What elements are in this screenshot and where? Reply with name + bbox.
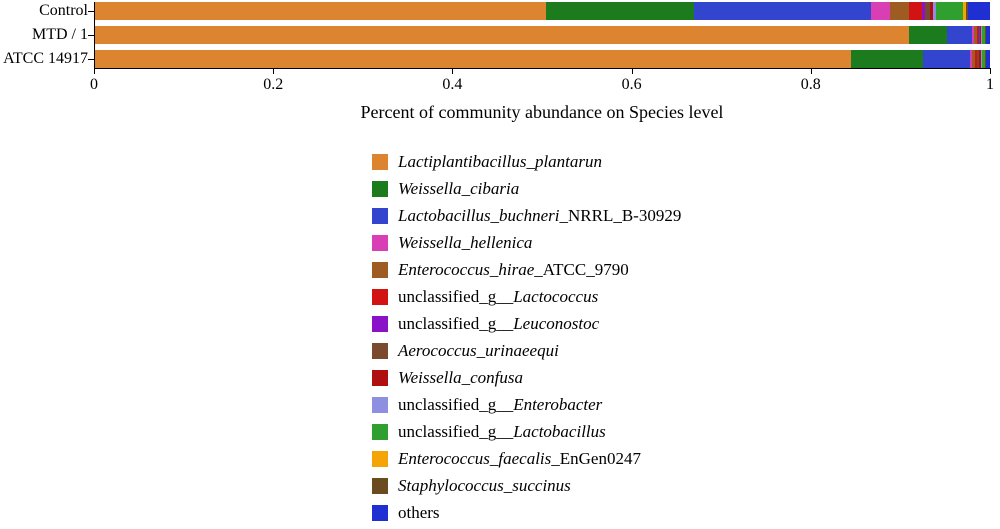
legend-swatch bbox=[372, 397, 388, 413]
x-axis-title: Percent of community abundance on Specie… bbox=[94, 102, 990, 123]
bar-segment bbox=[986, 50, 990, 68]
x-tick-label: 0.4 bbox=[442, 76, 462, 94]
legend-label: unclassified_g__Leuconostoc bbox=[398, 310, 599, 337]
legend-swatch bbox=[372, 289, 388, 305]
bar-segment bbox=[94, 26, 909, 44]
legend-label: Weissella_hellenica bbox=[398, 229, 532, 256]
legend-item: Lactiplantibacillus_plantarun bbox=[372, 148, 972, 175]
legend-label: unclassified_g__Lactococcus bbox=[398, 283, 598, 310]
legend-swatch bbox=[372, 262, 388, 278]
bar-segment bbox=[986, 26, 990, 44]
legend-label: others bbox=[398, 499, 440, 526]
bar-segment bbox=[94, 2, 546, 20]
legend-label: Aerococcus_urinaeequi bbox=[398, 337, 559, 364]
x-tick-label: 1 bbox=[986, 76, 994, 94]
legend-item: unclassified_g__Leuconostoc bbox=[372, 310, 972, 337]
legend-item: Lactobacillus_buchneri_NRRL_B-30929 bbox=[372, 202, 972, 229]
legend-item: others bbox=[372, 499, 972, 526]
bar-segment bbox=[936, 2, 963, 20]
x-tick-mark bbox=[811, 68, 812, 74]
bar-segment bbox=[890, 2, 910, 20]
stacked-bar bbox=[94, 50, 990, 68]
x-tick-label: 0.6 bbox=[622, 76, 642, 94]
legend-swatch bbox=[372, 154, 388, 170]
y-tick-label: MTD / 1 bbox=[0, 26, 88, 44]
bar-segment bbox=[694, 2, 871, 20]
x-tick-mark bbox=[273, 68, 274, 74]
x-tick-mark bbox=[452, 68, 453, 74]
bar-segment bbox=[851, 50, 923, 68]
legend-item: Weissella_confusa bbox=[372, 364, 972, 391]
legend-item: Aerococcus_urinaeequi bbox=[372, 337, 972, 364]
legend-item: Staphylococcus_succinus bbox=[372, 472, 972, 499]
legend-label: Weissella_cibaria bbox=[398, 175, 519, 202]
legend-label: Enterococcus_faecalis_EnGen0247 bbox=[398, 445, 641, 472]
bar-segment bbox=[94, 50, 851, 68]
x-tick-label: 0.8 bbox=[801, 76, 821, 94]
legend-item: unclassified_g__Lactococcus bbox=[372, 283, 972, 310]
bar-segment bbox=[546, 2, 694, 20]
legend-label: Weissella_confusa bbox=[398, 364, 523, 391]
legend-item: Enterococcus_faecalis_EnGen0247 bbox=[372, 445, 972, 472]
legend-item: Enterococcus_hirae_ATCC_9790 bbox=[372, 256, 972, 283]
legend-swatch bbox=[372, 424, 388, 440]
legend-swatch bbox=[372, 343, 388, 359]
table-row bbox=[94, 26, 990, 44]
legend-swatch bbox=[372, 316, 388, 332]
legend-swatch bbox=[372, 235, 388, 251]
legend-item: unclassified_g__Lactobacillus bbox=[372, 418, 972, 445]
x-tick-mark bbox=[632, 68, 633, 74]
table-row bbox=[94, 2, 990, 20]
bar-segment bbox=[947, 26, 972, 44]
legend-item: Weissella_hellenica bbox=[372, 229, 972, 256]
y-tick-label: Control bbox=[0, 2, 88, 20]
legend-label: Lactiplantibacillus_plantarun bbox=[398, 148, 602, 175]
legend-swatch bbox=[372, 478, 388, 494]
legend-label: Lactobacillus_buchneri_NRRL_B-30929 bbox=[398, 202, 681, 229]
legend-label: Enterococcus_hirae_ATCC_9790 bbox=[398, 256, 629, 283]
community-abundance-chart: ControlMTD / 1ATCC 14917 00.20.40.60.81 … bbox=[0, 0, 1000, 529]
bar-segment bbox=[909, 26, 947, 44]
bar-segment bbox=[909, 2, 922, 20]
x-tick-mark bbox=[94, 68, 95, 74]
legend-label: unclassified_g__Lactobacillus bbox=[398, 418, 606, 445]
legend-item: Weissella_cibaria bbox=[372, 175, 972, 202]
x-tick-label: 0.2 bbox=[263, 76, 283, 94]
legend-swatch bbox=[372, 451, 388, 467]
bar-segment bbox=[923, 50, 970, 68]
bar-segment bbox=[968, 2, 990, 20]
legend-label: Staphylococcus_succinus bbox=[398, 472, 571, 499]
legend-swatch bbox=[372, 208, 388, 224]
bar-segment bbox=[871, 2, 890, 20]
legend-swatch bbox=[372, 370, 388, 386]
stacked-bar bbox=[94, 26, 990, 44]
stacked-bar bbox=[94, 2, 990, 20]
plot-area bbox=[94, 2, 990, 68]
x-tick-label: 0 bbox=[90, 76, 98, 94]
legend-item: unclassified_g__Enterobacter bbox=[372, 391, 972, 418]
x-tick-mark bbox=[990, 68, 991, 74]
legend-swatch bbox=[372, 181, 388, 197]
legend-label: unclassified_g__Enterobacter bbox=[398, 391, 602, 418]
y-tick-label: ATCC 14917 bbox=[0, 50, 88, 68]
table-row bbox=[94, 50, 990, 68]
legend: Lactiplantibacillus_plantarunWeissella_c… bbox=[372, 148, 972, 526]
x-axis-line bbox=[94, 68, 990, 69]
legend-swatch bbox=[372, 505, 388, 521]
